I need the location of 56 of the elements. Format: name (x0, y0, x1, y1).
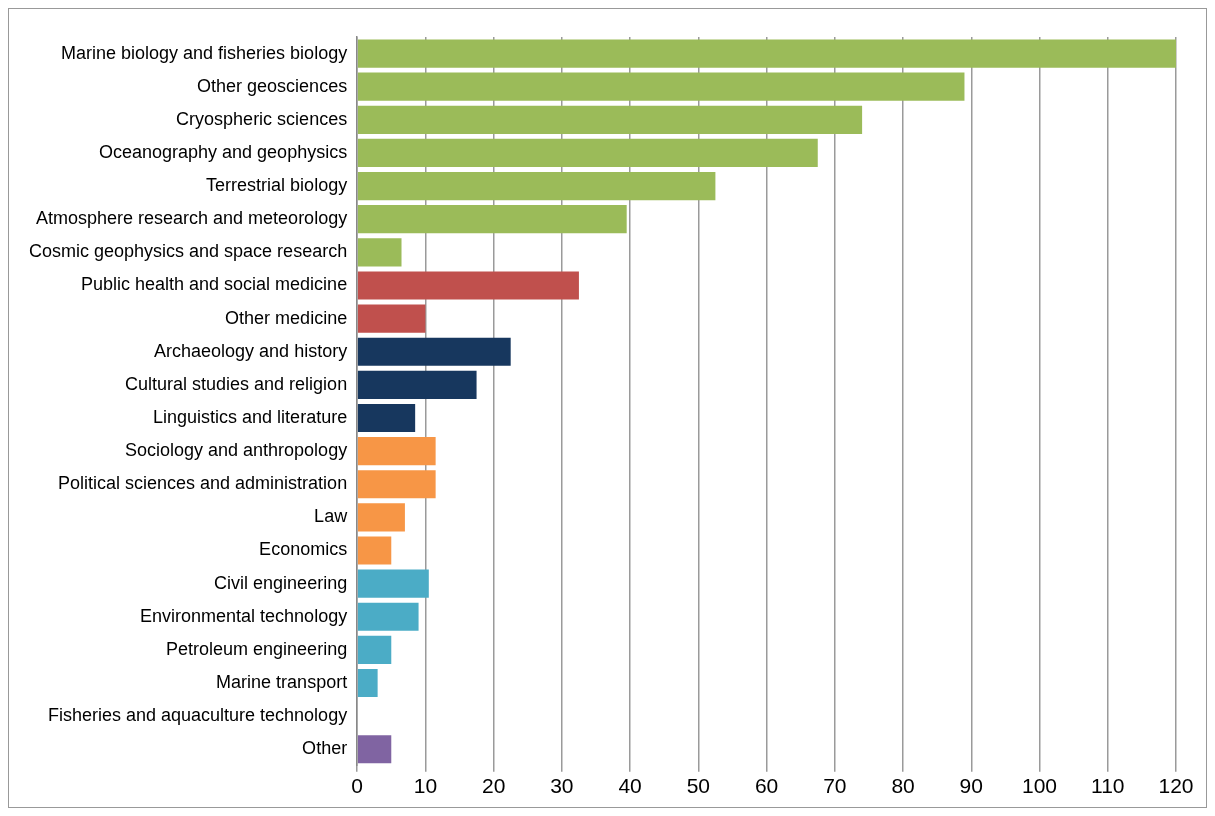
y-tick-label: Civil engineering (214, 572, 348, 593)
bar (357, 437, 436, 466)
x-tick-label: 110 (1091, 774, 1125, 798)
bar (357, 668, 378, 698)
x-tick-label: 60 (754, 774, 779, 798)
y-tick-label: Marine transport (216, 671, 348, 692)
bar (357, 370, 477, 399)
bar (357, 39, 1176, 68)
y-tick-label: Other medicine (225, 307, 348, 328)
y-tick-label: Archaeology and history (154, 340, 348, 361)
y-tick-label: Cosmic geophysics and space research (29, 241, 348, 262)
x-tick-label: 0 (351, 774, 363, 798)
y-tick-label: Other (302, 738, 348, 759)
bar (357, 536, 392, 565)
x-tick-label: 90 (959, 774, 983, 798)
bar (357, 569, 429, 598)
bar (357, 337, 511, 366)
bar (357, 171, 716, 201)
bar (357, 271, 579, 300)
bar (357, 503, 405, 532)
x-tick-label: 20 (481, 774, 506, 798)
y-tick-label: Petroleum engineering (166, 638, 348, 659)
y-tick-label: Terrestrial biology (206, 175, 348, 196)
y-tick-label: Oceanography and geophysics (98, 141, 348, 162)
y-tick-label: Sociology and anthropology (124, 440, 348, 461)
x-tick-label: 30 (550, 774, 574, 798)
bar (357, 138, 818, 168)
bar (357, 735, 392, 764)
y-tick-label: Linguistics and literature (153, 406, 348, 427)
bar (357, 470, 436, 499)
x-tick-label: 70 (823, 774, 847, 798)
y-tick-label: Cultural studies and religion (125, 373, 348, 394)
bar (357, 304, 426, 333)
y-tick-label: Marine biology and fisheries biology (60, 42, 348, 63)
y-tick-label: Economics (259, 539, 348, 560)
y-tick-label: Public health and social medicine (80, 274, 348, 295)
bar (357, 635, 392, 664)
y-tick-label: Cryospheric sciences (176, 108, 348, 129)
y-tick-label: Law (314, 506, 349, 527)
y-tick-label: Political sciences and administration (58, 473, 348, 494)
x-tick-label: 50 (686, 774, 711, 798)
bar (357, 205, 627, 234)
y-tick-label: Environmental technology (140, 605, 348, 626)
bar (357, 72, 965, 101)
bar (357, 602, 419, 631)
x-tick-label: 80 (891, 774, 915, 798)
x-tick-label: 120 (1158, 774, 1194, 798)
x-tick-label: 100 (1022, 774, 1058, 798)
y-tick-label: Other geosciences (197, 75, 348, 96)
y-tick-label: Atmosphere research and meteorology (35, 208, 348, 229)
x-tick-label: 40 (618, 774, 642, 798)
x-tick-label: 10 (413, 774, 438, 798)
y-tick-label: Fisheries and aquaculture technology (47, 705, 348, 726)
bar (357, 105, 863, 134)
bar (357, 403, 416, 433)
bar (357, 238, 402, 267)
